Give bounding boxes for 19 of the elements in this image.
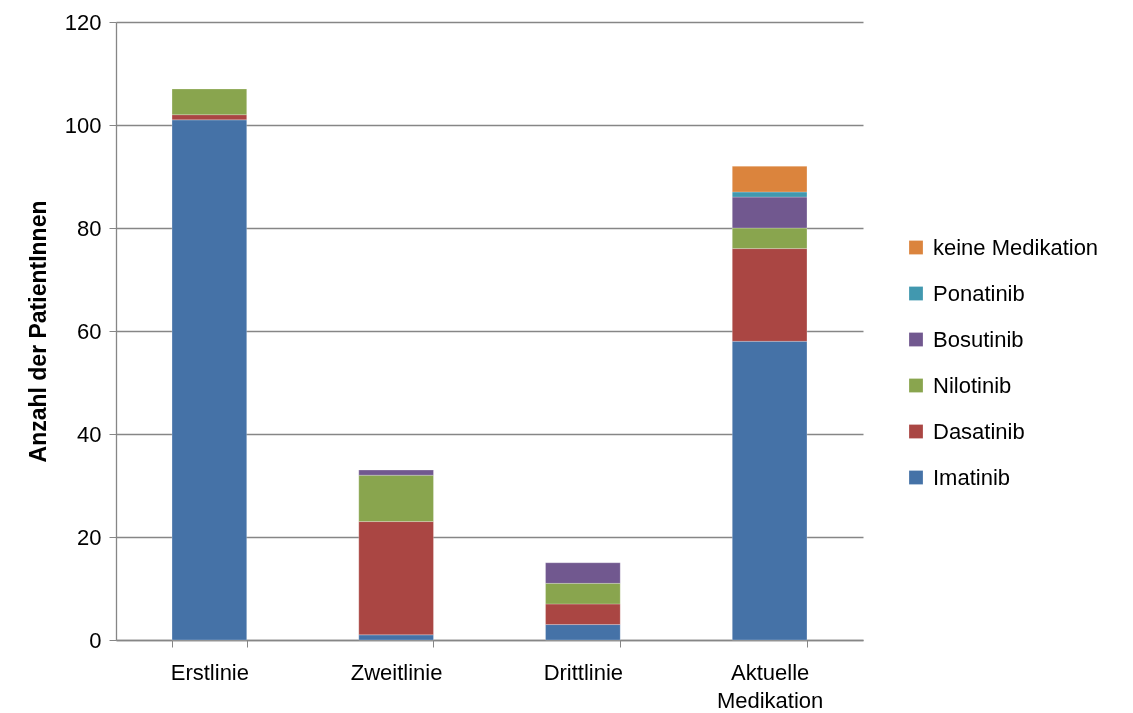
x-tick-label: Zweitlinie — [350, 659, 443, 685]
y-tick-label: 0 — [89, 627, 102, 653]
x-tick-label: Aktuelle Medikation — [716, 659, 824, 713]
legend-label: Ponatinib — [933, 280, 1025, 306]
x-tick-label: Erstlinie — [170, 659, 249, 685]
legend-label: Nilotinib — [933, 372, 1012, 398]
y-tick-label: 80 — [77, 215, 102, 241]
y-tick-label: 120 — [64, 9, 102, 35]
y-tick-label: 20 — [77, 524, 102, 550]
legend-label: Bosutinib — [933, 326, 1024, 352]
legend-label: Imatinib — [933, 464, 1011, 490]
y-tick-label: 60 — [77, 318, 102, 344]
x-tick-label: Drittlinie — [543, 659, 624, 685]
legend-label: Dasatinib — [933, 418, 1025, 444]
y-tick-label: 40 — [77, 421, 102, 447]
y-axis-title: Anzahl der PatientInnen — [24, 200, 51, 463]
bar — [171, 119, 247, 641]
legend-label: keine Medikation — [933, 234, 1099, 260]
y-tick-label: 100 — [64, 112, 102, 138]
